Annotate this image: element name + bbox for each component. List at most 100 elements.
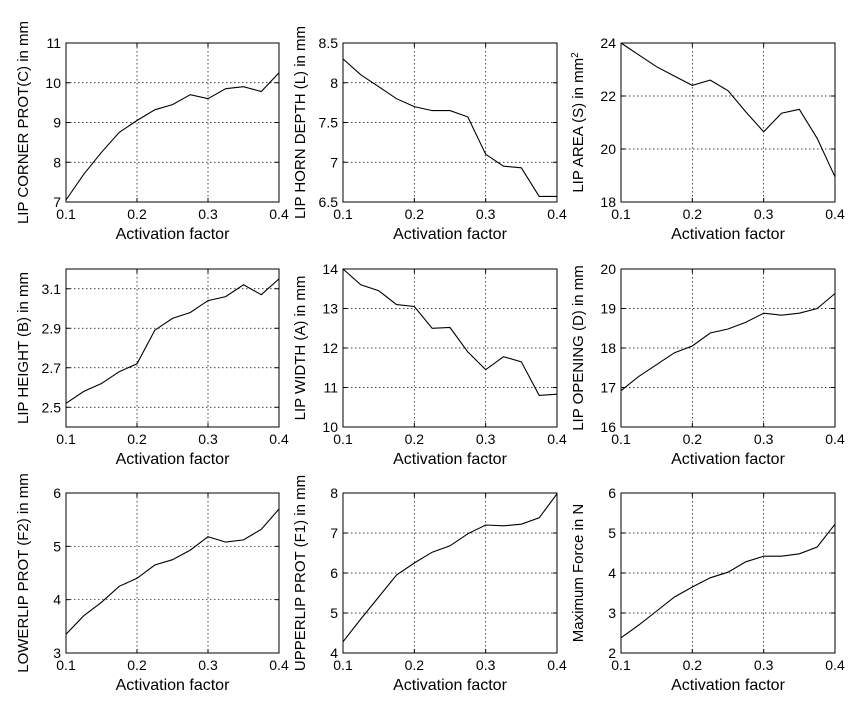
y-tick-label: 20: [600, 261, 616, 277]
series-line: [342, 493, 558, 643]
subplot-3: 0.1 0.2 0.3 0.4 18 20 22 24 Activation factor LIP…: [570, 35, 845, 243]
series-line: [620, 293, 836, 392]
y-tick-label: 11: [323, 380, 338, 396]
y-tick-label: 6.5: [319, 194, 339, 210]
y-tick-label: 17: [600, 380, 616, 396]
x-axis-label: Activation factor: [671, 677, 786, 694]
series-line: [342, 268, 558, 396]
y-tick-label: 22: [600, 88, 616, 104]
x-tick-label: 0.2: [127, 431, 147, 447]
x-tick-label: 0.3: [754, 657, 774, 673]
plot-frame: [65, 492, 280, 654]
y-tick-label: 2: [608, 645, 616, 661]
plot-frame: [342, 268, 558, 428]
plot-frame: [65, 268, 280, 428]
x-axis-label: Activation factor: [671, 226, 786, 243]
x-axis-label: Activation factor: [393, 451, 508, 468]
y-tick-label: 24: [600, 35, 616, 51]
x-tick-label: 0.4: [547, 431, 567, 447]
x-axis-label: Activation factor: [671, 451, 786, 468]
y-tick-label: 3.1: [42, 281, 62, 297]
x-tick-label: 0.4: [269, 657, 289, 673]
x-tick-label: 0.2: [405, 657, 425, 673]
x-axis-label: Activation factor: [393, 677, 508, 694]
y-tick-label: 5: [608, 525, 616, 541]
y-tick-label: 8: [330, 75, 338, 91]
x-tick-label: 0.3: [476, 206, 496, 222]
x-tick-label: 0.4: [547, 657, 567, 673]
y-axis-label: LIP OPENING (D) in mm: [570, 265, 587, 431]
x-tick-label: 0.4: [269, 431, 289, 447]
x-tick-label: 0.1: [56, 206, 76, 222]
subplot-2: 0.1 0.2 0.3 0.4 6.5 7 7.5 8 8.5 Activation factor…: [292, 26, 567, 243]
y-tick-label: 8: [53, 154, 61, 170]
x-tick-label: 0.1: [611, 206, 631, 222]
x-tick-label: 0.2: [405, 431, 425, 447]
x-tick-label: 0.2: [127, 206, 147, 222]
series-line: [620, 42, 836, 178]
series-line: [342, 58, 557, 197]
x-tick-label: 0.4: [825, 657, 845, 673]
x-tick-label: 0.1: [333, 431, 353, 447]
y-tick-label: 14: [322, 261, 338, 277]
plot-frame: [620, 268, 836, 428]
y-tick-label: 12: [322, 340, 338, 356]
x-tick-label: 0.4: [825, 431, 845, 447]
y-axis-label: Maximum Force in N: [570, 504, 587, 642]
y-tick-label: 19: [600, 301, 616, 317]
plot-frame: [342, 492, 558, 654]
x-axis-label: Activation factor: [116, 451, 231, 468]
y-tick-label: 5: [330, 605, 338, 621]
y-tick-label: 7: [330, 154, 338, 170]
subplot-6: 0.1 0.2 0.3 0.4 16 17 18 19 20 Activation factor L…: [570, 261, 845, 468]
y-tick-label: 4: [608, 565, 616, 581]
x-tick-label: 0.1: [611, 657, 631, 673]
subplot-8: 0.1 0.2 0.3 0.4 4 5 6 7 8 Activation factor UPPERL…: [292, 475, 567, 694]
x-tick-label: 0.1: [333, 206, 353, 222]
x-tick-label: 0.1: [56, 657, 76, 673]
x-tick-label: 0.4: [269, 206, 289, 222]
y-tick-label: 7.5: [319, 115, 339, 131]
y-axis-label: LIP HORN DEPTH (L) in mm: [292, 26, 309, 219]
y-tick-label: 11: [46, 35, 61, 51]
x-tick-label: 0.1: [333, 657, 353, 673]
y-tick-label: 2.7: [42, 360, 62, 376]
y-tick-label: 3: [53, 645, 61, 661]
y-axis-label: LOWERLIP PROT (F2) in mm: [15, 473, 32, 672]
plot-frame: [342, 42, 558, 203]
y-tick-label: 7: [330, 525, 338, 541]
x-tick-label: 0.3: [198, 657, 218, 673]
x-tick-label: 0.2: [405, 206, 425, 222]
y-tick-label: 9: [53, 115, 61, 131]
subplot-1: 0.1 0.2 0.3 0.4 7 8 9 10 11 Activation factor LIP …: [15, 21, 289, 243]
subplot-5: 0.1 0.2 0.3 0.4 10 11 12 13 14 Activation factor L…: [292, 261, 567, 468]
y-tick-label: 5: [53, 538, 61, 554]
x-tick-label: 0.3: [476, 657, 496, 673]
x-tick-label: 0.2: [683, 431, 703, 447]
y-tick-label: 4: [53, 592, 61, 608]
y-tick-label: 20: [600, 141, 616, 157]
y-tick-label: 2.5: [42, 399, 62, 415]
y-tick-label: 10: [45, 75, 61, 91]
series-line: [65, 72, 280, 201]
x-tick-label: 0.2: [683, 206, 703, 222]
y-axis-label: LIP CORNER PROT(C) in mm: [15, 21, 32, 224]
series-line: [620, 523, 836, 639]
series-line: [65, 508, 280, 635]
y-axis-label-superscript: 2: [570, 52, 581, 58]
x-axis-label: Activation factor: [116, 677, 231, 694]
y-tick-label: 8: [330, 485, 338, 501]
subplot-4: 0.1 0.2 0.3 0.4 2.5 2.7 2.9 3.1 Activation facto…: [15, 268, 289, 468]
subplot-7: 0.1 0.2 0.3 0.4 3 4 5 6 Activation factor LOWERLI…: [15, 473, 289, 694]
y-tick-label: 6: [330, 565, 338, 581]
y-tick-label: 8.5: [319, 35, 339, 51]
x-tick-label: 0.3: [754, 206, 774, 222]
x-tick-label: 0.2: [127, 657, 147, 673]
y-axis-label: LIP HEIGHT (B) in mm: [15, 272, 32, 424]
subplot-9: 0.1 0.2 0.3 0.4 2 3 4 5 6 Activation factor Maximu…: [570, 485, 845, 694]
x-axis-label: Activation factor: [116, 226, 231, 243]
y-tick-label: 7: [53, 194, 61, 210]
y-tick-label: 4: [330, 645, 338, 661]
